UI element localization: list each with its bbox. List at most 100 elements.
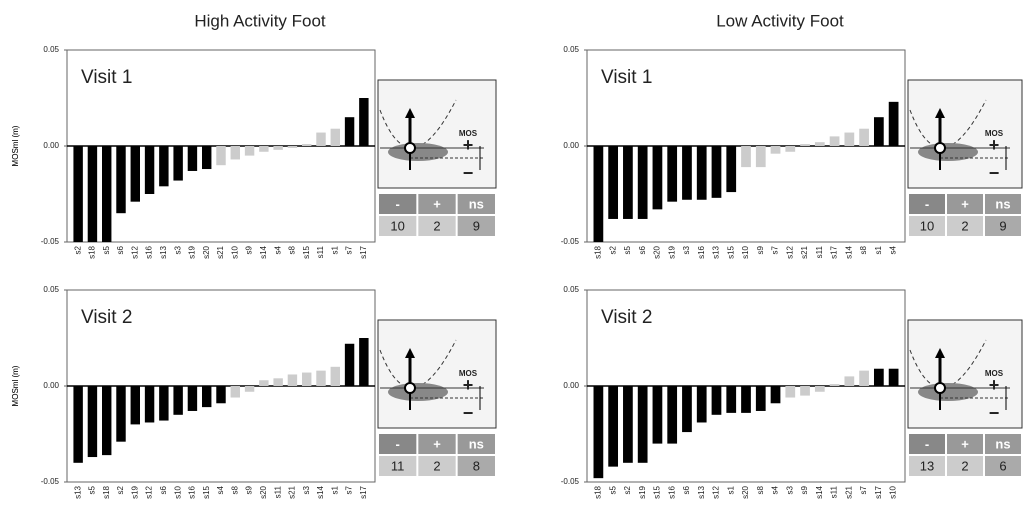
summary-count: 10 [390,218,404,233]
inset-com [405,383,415,393]
panel-label: Visit 2 [81,307,132,328]
x-tick-label: s15 [302,245,311,258]
y-tick-label: 0.00 [563,141,579,150]
bar [159,386,168,421]
x-tick-label: s13 [73,485,82,498]
inset-plus: + [463,135,474,155]
bar [594,146,604,242]
summary-count: 11 [391,458,405,473]
bar [682,146,692,200]
panel-label: Visit 2 [601,307,652,328]
x-tick-label: s11 [830,485,839,498]
bar [653,146,663,209]
bar [202,146,211,169]
x-tick-label: s5 [623,245,632,254]
y-tick-label: 0.05 [563,45,579,54]
figure: High Activity FootMOSml (m)-0.050.000.05… [0,0,1023,508]
x-tick-label: s8 [288,245,297,254]
bar [741,146,751,167]
x-tick-label: s21 [288,485,297,498]
x-tick-label: s13 [697,485,706,498]
bar [331,367,340,386]
bar [259,146,268,152]
bar [785,146,795,152]
summary-count: 2 [433,218,440,233]
y-tick-label: 0.00 [43,141,59,150]
x-tick-label: s16 [145,245,154,258]
bar [102,386,111,455]
bar [712,146,722,198]
summary-header: - [395,196,399,211]
x-tick-label: s5 [88,485,97,494]
bar [116,146,125,213]
x-tick-label: s6 [159,485,168,494]
summary-count: 9 [999,218,1006,233]
bar [712,386,722,415]
bar [815,386,825,392]
bar [682,386,692,432]
bar [741,386,751,413]
bar [771,386,781,403]
x-tick-label: s17 [830,245,839,258]
x-tick-label: s7 [345,485,354,494]
bar [815,142,825,146]
bar [638,146,648,219]
x-tick-label: s12 [785,245,794,258]
bar [359,98,368,146]
x-tick-label: s17 [874,485,883,498]
x-tick-label: s2 [116,485,125,494]
x-tick-label: s2 [623,485,632,494]
bar [623,146,633,219]
x-tick-label: s6 [682,485,691,494]
x-tick-label: s18 [593,245,602,258]
x-tick-label: s13 [159,245,168,258]
bar [273,378,282,386]
bar [771,146,781,154]
inset-plus: + [463,375,474,395]
x-tick-label: s19 [638,485,647,498]
summary-header: + [961,196,969,211]
x-tick-label: s15 [202,485,211,498]
y-tick-label: 0.05 [43,45,59,54]
y-axis-label: MOSml (m) [11,125,20,166]
x-tick-label: s4 [771,485,780,494]
inset-com [935,143,945,153]
bar [889,102,899,146]
x-tick-label: s7 [345,245,354,254]
y-axis-label: MOSml (m) [11,365,20,406]
column-title: High Activity Foot [194,11,326,30]
panel-label: Visit 1 [81,67,132,88]
x-tick-label: s14 [844,245,853,258]
bar [188,146,197,171]
x-tick-label: s9 [245,485,254,494]
x-tick-label: s10 [230,245,239,258]
bar [697,386,707,422]
bar [889,369,899,386]
bar [288,146,297,148]
x-tick-label: s12 [130,245,139,258]
bar [608,146,618,219]
bar [697,146,707,200]
bar [653,386,663,444]
x-tick-label: s21 [800,245,809,258]
inset-minus: − [989,403,1000,423]
bar [231,146,240,159]
bar [73,146,82,242]
panel-label: Visit 1 [601,67,652,88]
bar [800,144,810,146]
inset-minus: − [463,163,474,183]
x-tick-label: s21 [844,485,853,498]
x-tick-label: s18 [102,485,111,498]
bar [345,344,354,386]
y-tick-label: -0.05 [561,477,580,486]
bar [116,386,125,442]
x-tick-label: s14 [316,485,325,498]
inset-minus: − [463,403,474,423]
x-tick-label: s18 [88,245,97,258]
x-tick-label: s8 [230,485,239,494]
summary-count: 9 [473,218,480,233]
x-tick-label: s8 [859,245,868,254]
bar [302,144,311,146]
bar [756,146,766,167]
summary-header: + [433,436,441,451]
